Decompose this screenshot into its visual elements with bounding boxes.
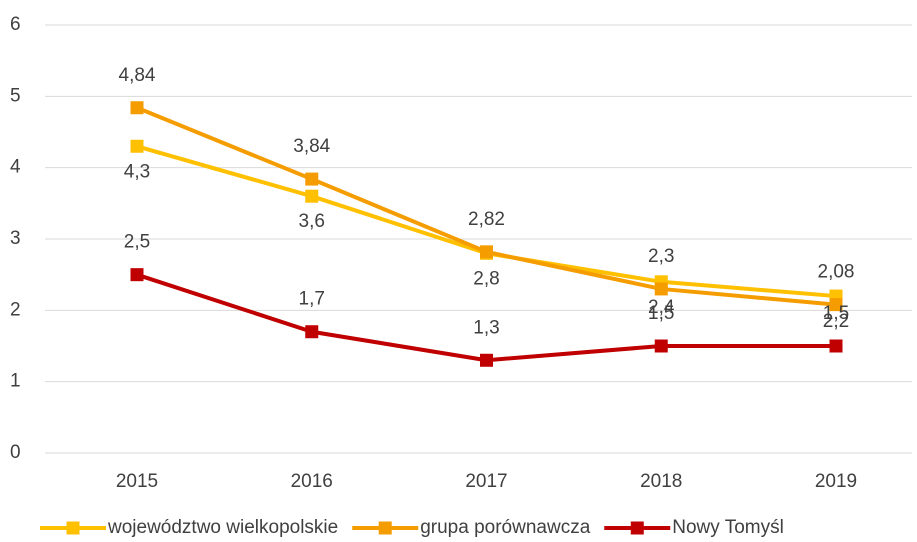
legend-label: województwo wielkopolskie bbox=[107, 517, 338, 538]
y-tick-label: 6 bbox=[10, 14, 21, 35]
point-marker bbox=[480, 245, 493, 259]
point-marker bbox=[654, 282, 668, 296]
data-label: 4,84 bbox=[119, 65, 156, 86]
y-tick-label: 1 bbox=[10, 371, 21, 392]
y-tick-label: 5 bbox=[10, 85, 21, 106]
x-tick-label: 2019 bbox=[815, 471, 857, 492]
x-tick-label: 2017 bbox=[465, 471, 507, 492]
y-tick-label: 0 bbox=[10, 442, 21, 463]
data-label: 1,5 bbox=[823, 303, 849, 324]
point-marker bbox=[130, 268, 144, 282]
point-marker bbox=[305, 325, 319, 339]
data-label: 1,5 bbox=[648, 303, 674, 324]
data-label: 1,3 bbox=[473, 317, 499, 338]
point-marker bbox=[130, 101, 144, 115]
data-label: 2,8 bbox=[473, 268, 499, 289]
legend-label: grupa porównawcza bbox=[420, 517, 590, 538]
data-label: 1,7 bbox=[299, 289, 325, 310]
point-marker bbox=[130, 139, 144, 153]
point-marker bbox=[305, 172, 319, 186]
legend-marker bbox=[378, 521, 392, 535]
x-tick-label: 2016 bbox=[291, 471, 333, 492]
legend-marker bbox=[630, 521, 644, 535]
y-tick-label: 4 bbox=[10, 157, 21, 178]
y-tick-label: 2 bbox=[10, 299, 21, 320]
point-marker bbox=[829, 339, 843, 353]
data-label: 2,2 bbox=[823, 311, 849, 332]
data-label: 3,6 bbox=[299, 211, 325, 232]
point-marker bbox=[480, 353, 493, 367]
data-label: 2,4 bbox=[648, 297, 675, 318]
point-marker bbox=[305, 189, 319, 203]
x-tick-label: 2015 bbox=[116, 471, 158, 492]
data-label: 4,3 bbox=[124, 161, 150, 182]
point-marker bbox=[829, 298, 843, 312]
data-label: 2,82 bbox=[468, 209, 505, 230]
data-label: 2,08 bbox=[818, 262, 855, 283]
y-tick-label: 3 bbox=[10, 228, 21, 249]
legend-marker bbox=[66, 521, 80, 535]
point-marker bbox=[654, 339, 668, 353]
legend-label: Nowy Tomyśl bbox=[672, 517, 784, 538]
x-tick-label: 2018 bbox=[640, 471, 682, 492]
data-label: 2,3 bbox=[648, 246, 674, 267]
data-label: 3,84 bbox=[293, 136, 330, 157]
data-label: 2,5 bbox=[124, 232, 150, 253]
